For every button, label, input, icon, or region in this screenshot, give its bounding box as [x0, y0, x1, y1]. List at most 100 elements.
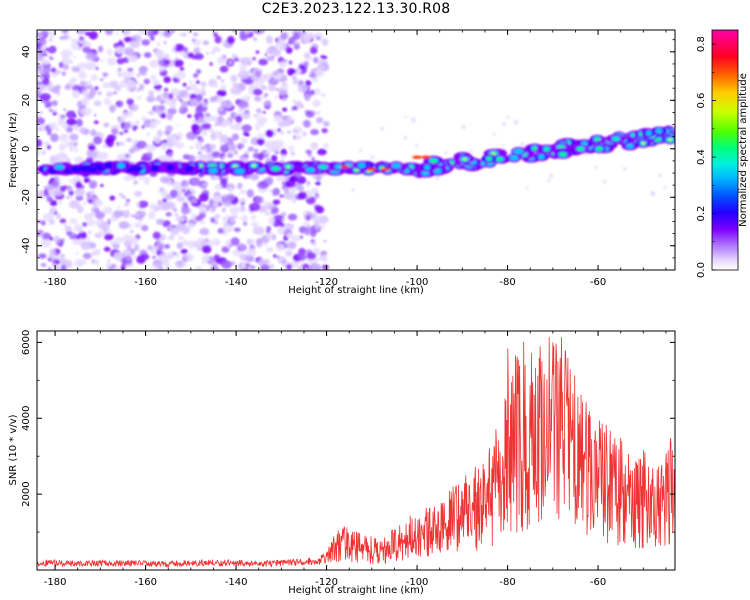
noise-speck [272, 49, 282, 56]
noise-speck [123, 129, 129, 134]
noise-speck [235, 115, 243, 123]
noise-speck [311, 187, 319, 195]
noise-speck [73, 237, 84, 246]
noise-speck [156, 95, 162, 102]
signal-blob [165, 164, 175, 171]
noise-speck [351, 188, 355, 192]
noise-speck [97, 91, 102, 96]
noise-speck [290, 191, 295, 196]
noise-speck [315, 36, 321, 40]
noise-speck [56, 266, 59, 270]
noise-speck [106, 91, 114, 97]
noise-speck [136, 140, 147, 149]
noise-speck [61, 238, 65, 242]
noise-speck [147, 143, 150, 147]
noise-speck [286, 263, 293, 270]
noise-speck [155, 218, 165, 225]
noise-speck [136, 211, 141, 215]
noise-speck [159, 61, 164, 66]
noise-speck [255, 127, 260, 131]
noise-speck [201, 101, 208, 108]
noise-speck [150, 74, 157, 81]
noise-speck [285, 250, 293, 257]
noise-speck [55, 127, 60, 132]
noise-speck [68, 200, 81, 209]
spec-x-tick-label: -80 [499, 277, 515, 288]
snr-x-tick-label: -60 [590, 577, 606, 588]
snr-y-axis: 2000 4000 6000 [21, 330, 675, 533]
noise-speck [103, 246, 111, 252]
noise-speck [258, 120, 262, 124]
noise-speck [166, 227, 170, 231]
noise-speck [42, 59, 50, 65]
noise-speck [262, 111, 266, 114]
noise-speck [210, 217, 216, 224]
noise-speck [82, 40, 92, 49]
noise-speck [116, 70, 120, 74]
noise-speck [287, 145, 295, 151]
snr-x-label: Height of straight line (km) [288, 585, 424, 596]
noise-speck [210, 265, 219, 270]
noise-speck [272, 199, 281, 205]
noise-speck [146, 152, 153, 157]
noise-speck [220, 100, 232, 109]
signal-blob [463, 158, 467, 161]
noise-speck [622, 166, 627, 171]
noise-speck [216, 96, 224, 103]
noise-speck [658, 173, 662, 178]
noise-speck [93, 100, 102, 107]
noise-speck [255, 108, 262, 113]
signal-blob [485, 156, 493, 161]
noise-speck [39, 111, 43, 114]
noise-speck [219, 65, 229, 73]
noise-speck [69, 218, 78, 225]
noise-speck [220, 194, 230, 203]
noise-speck [298, 248, 306, 256]
noise-speck [380, 126, 385, 131]
noise-speck [64, 84, 72, 90]
noise-speck [513, 119, 519, 125]
noise-speck [103, 228, 107, 232]
noise-speck [164, 158, 171, 162]
noise-speck [230, 237, 240, 246]
noise-speck [88, 31, 98, 40]
noise-speck [144, 118, 152, 125]
noise-speck [222, 231, 228, 236]
noise-speck [46, 184, 55, 191]
noise-speck [174, 213, 179, 217]
noise-speck [246, 248, 257, 256]
noise-speck [60, 49, 73, 58]
noise-speck [172, 45, 177, 49]
noise-speck [173, 59, 184, 67]
noise-speck [40, 263, 47, 267]
noise-speck [410, 117, 416, 123]
noise-speck [189, 93, 198, 100]
noise-speck [51, 85, 60, 94]
snr-y-label: SNR (10 * v/v) [8, 414, 19, 485]
noise-speck [246, 238, 253, 245]
noise-speck [179, 98, 183, 103]
noise-speck [310, 241, 317, 246]
noise-speck [196, 135, 203, 140]
noise-speck [273, 115, 282, 123]
noise-speck [37, 138, 43, 148]
noise-speck [120, 264, 126, 270]
noise-speck [49, 57, 54, 61]
spectrogram-y-label: Frequency (Hz) [8, 112, 19, 188]
noise-speck [79, 80, 87, 87]
noise-speck [271, 155, 278, 163]
noise-speck [37, 88, 42, 97]
noise-speck [135, 213, 139, 217]
noise-speck [305, 149, 312, 154]
noise-speck [141, 125, 145, 129]
noise-speck [143, 78, 151, 85]
noise-speck [60, 114, 66, 120]
noise-speck [290, 68, 297, 74]
noise-speck [128, 147, 136, 154]
noise-speck [303, 60, 309, 67]
signal-blob [492, 152, 496, 155]
noise-speck [123, 36, 133, 43]
noise-speck [195, 117, 199, 121]
signal-blob [655, 128, 663, 134]
noise-speck [202, 147, 208, 152]
